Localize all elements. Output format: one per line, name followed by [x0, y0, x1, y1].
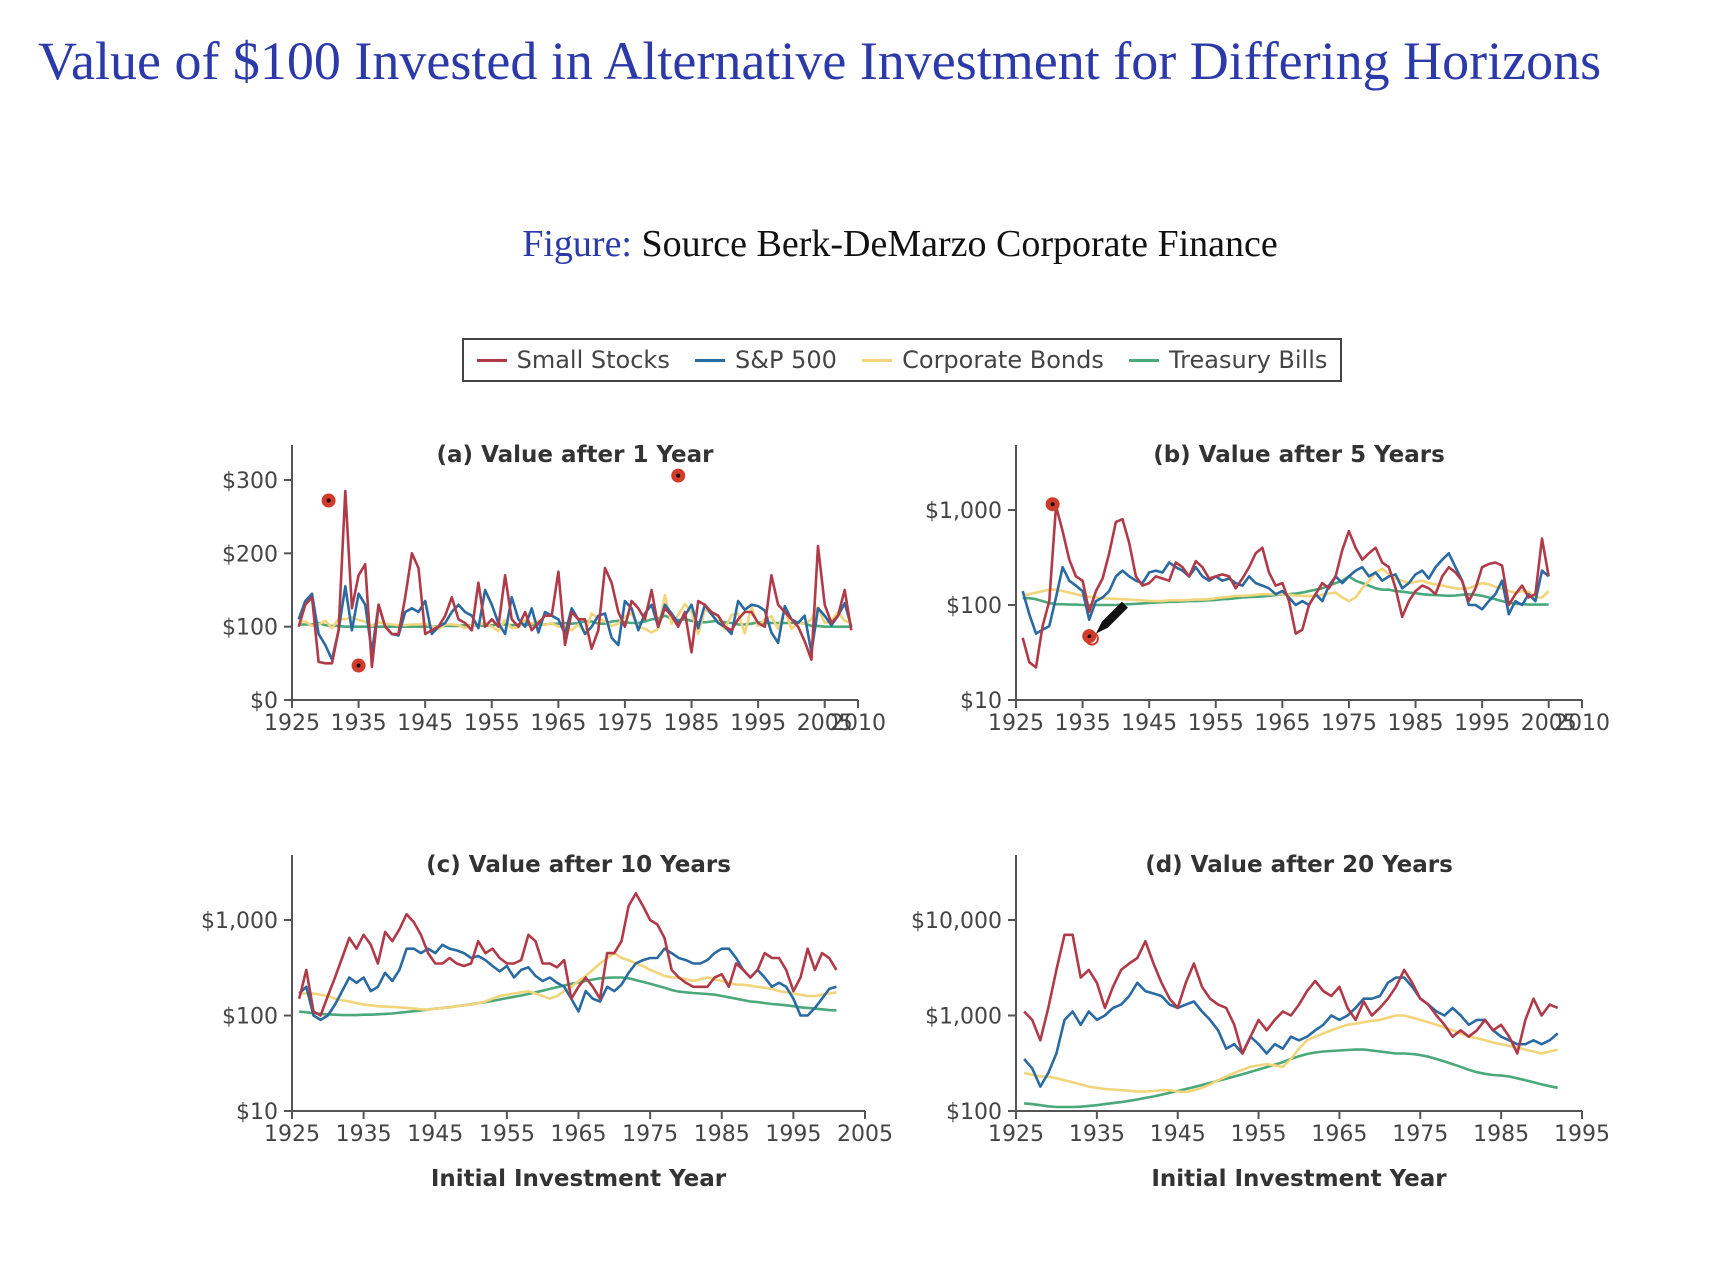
x-tick-label: 2010	[830, 711, 886, 736]
x-tick-label: 1985	[1473, 1122, 1529, 1147]
x-axis-title: Initial Investment Year	[431, 1166, 727, 1192]
x-tick-label: 1975	[597, 711, 653, 736]
annotation-marker-center	[1050, 502, 1055, 507]
x-tick-label: 1975	[622, 1122, 678, 1147]
x-tick-label: 1995	[765, 1122, 821, 1147]
x-tick-label: 1965	[1254, 711, 1310, 736]
y-tick-label: $1,000	[201, 909, 278, 934]
annotation-marker-center	[326, 498, 331, 503]
chart-panel-1: (a) Value after 1 Year 1925 1935 1945 1955 19…	[222, 442, 886, 736]
x-tick-label: 1925	[988, 711, 1044, 736]
x-tick-label: 1975	[1392, 1122, 1448, 1147]
pen-cursor-body	[1095, 601, 1128, 634]
series-line-corporate-bonds	[1023, 1014, 1559, 1094]
chart-panel-2: (b) Value after 5 Years 1925 1935 1945 1955 1…	[925, 442, 1610, 736]
series-line-s-p-500	[1023, 976, 1559, 1088]
x-tick-label: 1965	[530, 711, 586, 736]
series-line-small-stocks	[297, 892, 838, 1017]
y-tick-label: $1,000	[925, 1005, 1002, 1030]
x-tick-label: 1935	[1069, 1122, 1125, 1147]
legend-item-treasury-bills: Treasury Bills	[1129, 346, 1327, 374]
legend-swatch-sp500	[695, 358, 726, 362]
x-tick-label: 2010	[1554, 711, 1610, 736]
y-tick-label: $200	[222, 542, 278, 567]
legend-swatch-corporate-bonds	[862, 358, 893, 362]
y-tick-label: $100	[222, 1005, 278, 1030]
caption-text: Source Berk-DeMarzo Corporate Finance	[641, 223, 1278, 265]
y-tick-label: $100	[946, 594, 1002, 619]
x-tick-label: 1955	[1188, 711, 1244, 736]
annotation-marker	[1045, 497, 1060, 512]
y-tick-label: $300	[222, 469, 278, 494]
annotation-marker-center	[676, 473, 681, 478]
annotation-marker	[351, 658, 366, 673]
x-tick-label: 1925	[988, 1122, 1044, 1147]
x-tick-label: 1935	[336, 1122, 392, 1147]
legend-item-sp500: S&P 500	[695, 346, 837, 374]
x-tick-label: 1995	[1554, 1122, 1610, 1147]
legend-label-treasury-bills: Treasury Bills	[1169, 346, 1328, 374]
x-tick-label: 1965	[551, 1122, 607, 1147]
x-tick-label: 1975	[1321, 711, 1377, 736]
y-tick-label: $100	[222, 616, 278, 641]
x-tick-label: 1955	[1231, 1122, 1287, 1147]
y-tick-label: $1,000	[925, 499, 1002, 524]
series-line-small-stocks	[1023, 933, 1559, 1055]
x-tick-label: 1945	[1150, 1122, 1206, 1147]
legend-label-sp500: S&P 500	[735, 346, 837, 374]
legend-item-corporate-bonds: Corporate Bonds	[862, 346, 1104, 374]
annotation-marker	[1082, 629, 1097, 644]
x-tick-label: 1995	[730, 711, 786, 736]
y-tick-label: $10	[236, 1100, 278, 1125]
panel-title: (c) Value after 10 Years	[426, 852, 731, 878]
y-tick-label: $0	[250, 689, 278, 714]
x-tick-label: 1935	[1055, 711, 1111, 736]
series-line-small-stocks	[297, 489, 853, 669]
x-tick-label: 2005	[797, 711, 853, 736]
panel-title: (a) Value after 1 Year	[437, 442, 715, 468]
legend-swatch-treasury-bills	[1129, 358, 1160, 362]
legend-label-corporate-bonds: Corporate Bonds	[902, 346, 1104, 374]
legend-item-small-stocks: Small Stocks	[476, 346, 670, 374]
annotation-marker	[321, 493, 336, 508]
legend-swatch-small-stocks	[476, 358, 507, 362]
x-axis-title: Initial Investment Year	[1151, 1166, 1447, 1192]
caption-label: Figure:	[522, 223, 632, 265]
y-tick-label: $100	[946, 1100, 1002, 1125]
x-tick-label: 1925	[264, 711, 320, 736]
y-tick-label: $10,000	[911, 909, 1002, 934]
x-tick-label: 1985	[664, 711, 720, 736]
legend-label-small-stocks: Small Stocks	[516, 346, 670, 374]
x-tick-label: 1945	[397, 711, 453, 736]
panel-title: (b) Value after 5 Years	[1153, 442, 1445, 468]
x-tick-label: 1925	[264, 1122, 320, 1147]
chart-legend: Small Stocks S&P 500 Corporate Bonds Tre…	[462, 338, 1342, 382]
series-line-small-stocks	[1021, 504, 1550, 669]
x-tick-label: 1945	[407, 1122, 463, 1147]
annotation-marker	[671, 468, 686, 483]
y-tick-label: $10	[960, 689, 1002, 714]
x-tick-label: 2005	[837, 1122, 893, 1147]
pen-cursor-ring	[1084, 631, 1099, 646]
x-tick-label: 2005	[1521, 711, 1577, 736]
pen-cursor-icon	[1084, 601, 1128, 646]
series-line-corporate-bonds	[299, 951, 837, 1012]
x-tick-label: 1995	[1454, 711, 1510, 736]
annotation-marker-center	[356, 663, 361, 668]
figure-caption: Figure: Source Berk-DeMarzo Corporate Fi…	[0, 222, 1734, 266]
x-tick-label: 1985	[694, 1122, 750, 1147]
series-line-corporate-bonds	[1022, 567, 1550, 603]
x-tick-label: 1985	[1388, 711, 1444, 736]
chart-panel-3: (c) Value after 10 Years 1925 1935 1945 1955…	[201, 852, 893, 1192]
panel-title: (d) Value after 20 Years	[1145, 852, 1453, 878]
x-tick-label: 1935	[331, 711, 387, 736]
slide-title: Value of $100 Invested in Alternative In…	[38, 31, 1602, 91]
x-tick-label: 1955	[479, 1122, 535, 1147]
x-tick-label: 1965	[1311, 1122, 1367, 1147]
chart-panel-4: (d) Value after 20 Years 1925 1935 1945 1955…	[911, 852, 1610, 1192]
x-tick-label: 1955	[464, 711, 520, 736]
x-tick-label: 1945	[1121, 711, 1177, 736]
